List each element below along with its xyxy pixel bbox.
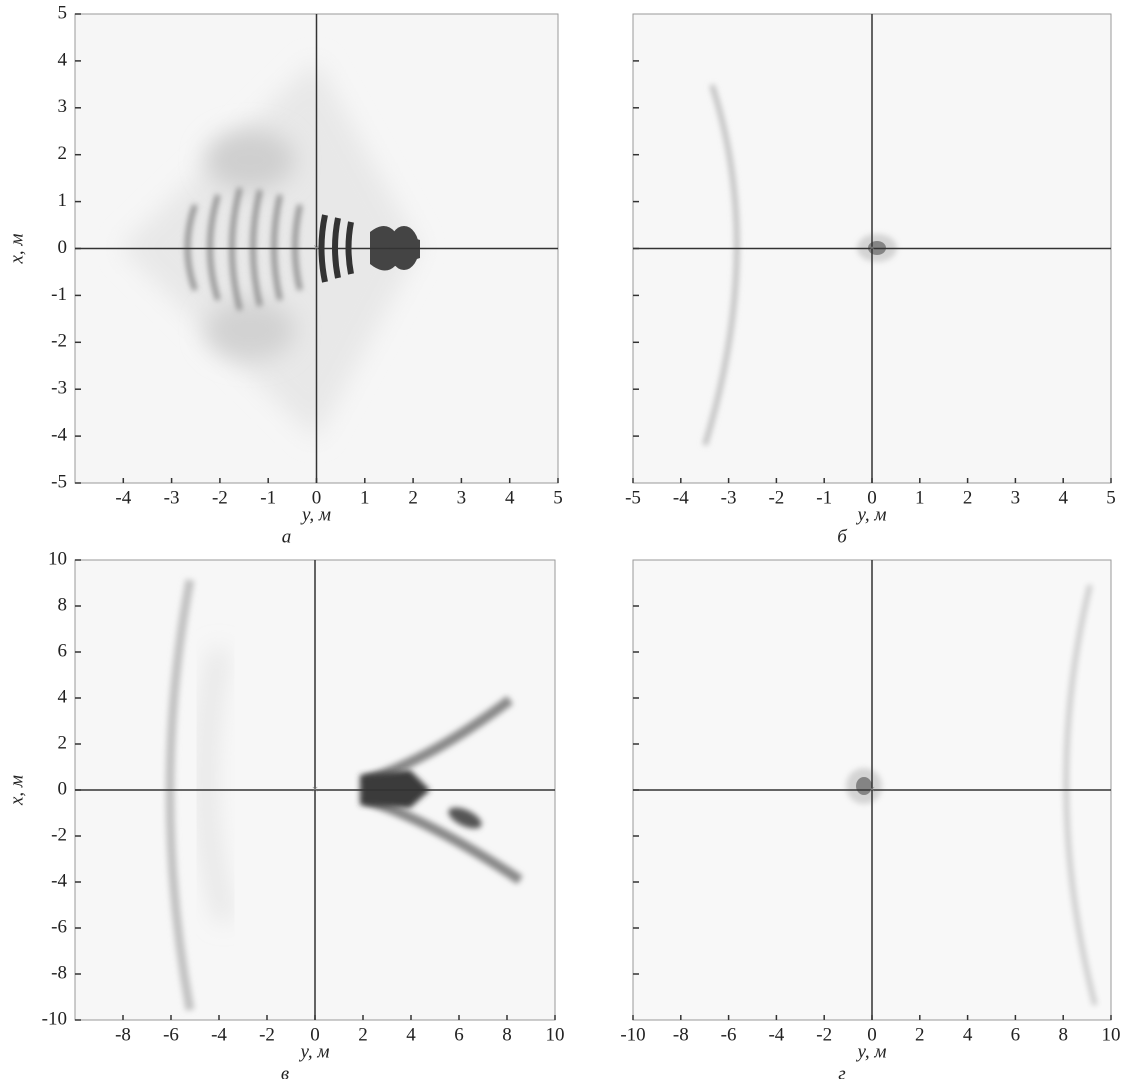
y-tick-label: 0 [58, 778, 68, 799]
panel-caption: а [282, 526, 292, 547]
x-axis-label: y, м [298, 1041, 329, 1062]
x-tick-label: 6 [454, 1024, 464, 1045]
x-tick-label: -2 [768, 487, 784, 508]
x-tick-label: 4 [1058, 487, 1068, 508]
page: {"chart_data": [ {"type": "image", "capt… [0, 0, 1127, 1079]
y-tick-label: 2 [58, 143, 68, 164]
x-tick-label: 10 [1102, 1024, 1121, 1045]
x-tick-label: -2 [816, 1024, 832, 1045]
x-tick-label: -6 [721, 1024, 737, 1045]
origin-mark: × [869, 240, 876, 254]
x-tick-label: 8 [1058, 1024, 1068, 1045]
x-tick-label: 1 [915, 487, 925, 508]
y-tick-label: -10 [42, 1008, 67, 1029]
figure: ×-5-4-3-2-1012345-4-3-2-1012345y, мx, ма… [0, 0, 1127, 1079]
field-shade [205, 130, 295, 190]
x-tick-label: 4 [963, 1024, 973, 1045]
y-tick-label: 5 [58, 2, 68, 23]
field-shade [205, 300, 295, 360]
x-tick-label: -4 [673, 487, 689, 508]
panel-caption: в [281, 1063, 289, 1079]
origin-mark: × [313, 240, 320, 254]
x-tick-label: -4 [115, 487, 131, 508]
x-tick-label: -5 [625, 487, 641, 508]
y-tick-label: -8 [51, 962, 67, 983]
y-tick-label: 2 [58, 732, 68, 753]
x-tick-label: -1 [260, 487, 276, 508]
y-tick-label: -2 [51, 331, 67, 352]
x-tick-label: -6 [163, 1024, 179, 1045]
x-tick-label: -2 [212, 487, 228, 508]
y-axis-label: x, м [6, 775, 27, 806]
y-tick-label: 6 [58, 640, 68, 661]
x-tick-label: 5 [1106, 487, 1116, 508]
y-tick-label: 4 [58, 49, 68, 70]
panel-caption: б [837, 526, 848, 547]
x-tick-label: 2 [915, 1024, 925, 1045]
x-tick-label: 2 [358, 1024, 368, 1045]
y-tick-label: -2 [51, 824, 67, 845]
x-axis-label: y, м [855, 1041, 886, 1062]
y-axis-label: x, м [6, 233, 27, 264]
y-tick-label: -6 [51, 916, 67, 937]
x-axis-label: y, м [300, 504, 331, 525]
y-tick-label: 8 [58, 594, 68, 615]
y-tick-label: -3 [51, 378, 67, 399]
x-tick-label: -2 [259, 1024, 275, 1045]
origin-mark: × [869, 782, 876, 796]
x-tick-label: -4 [211, 1024, 227, 1045]
x-tick-label: 3 [1011, 487, 1021, 508]
y-tick-label: -4 [51, 424, 67, 445]
x-tick-label: 2 [963, 487, 973, 508]
origin-mark: × [312, 782, 319, 796]
x-tick-label: -3 [721, 487, 737, 508]
x-tick-label: -4 [768, 1024, 784, 1045]
field-shade [846, 768, 882, 804]
x-tick-label: 4 [505, 487, 515, 508]
panel-caption: г [838, 1063, 845, 1079]
y-tick-label: 10 [48, 548, 67, 569]
x-tick-label: -8 [673, 1024, 689, 1045]
x-tick-label: -8 [115, 1024, 131, 1045]
x-tick-label: 2 [408, 487, 418, 508]
y-tick-label: -4 [51, 870, 67, 891]
y-tick-label: 4 [58, 686, 68, 707]
x-tick-label: 8 [502, 1024, 512, 1045]
x-tick-label: -3 [164, 487, 180, 508]
y-tick-label: -5 [51, 471, 67, 492]
y-tick-label: 1 [58, 190, 68, 211]
x-tick-label: -1 [816, 487, 832, 508]
x-tick-label: -10 [620, 1024, 645, 1045]
x-tick-label: 10 [546, 1024, 565, 1045]
y-tick-label: 3 [58, 96, 68, 117]
x-tick-label: 6 [1011, 1024, 1021, 1045]
y-tick-label: 0 [58, 237, 68, 258]
x-tick-label: 3 [457, 487, 467, 508]
x-tick-label: 4 [406, 1024, 416, 1045]
x-tick-label: 5 [553, 487, 563, 508]
x-axis-label: y, м [855, 504, 886, 525]
x-tick-label: 1 [360, 487, 370, 508]
y-tick-label: -1 [51, 284, 67, 305]
